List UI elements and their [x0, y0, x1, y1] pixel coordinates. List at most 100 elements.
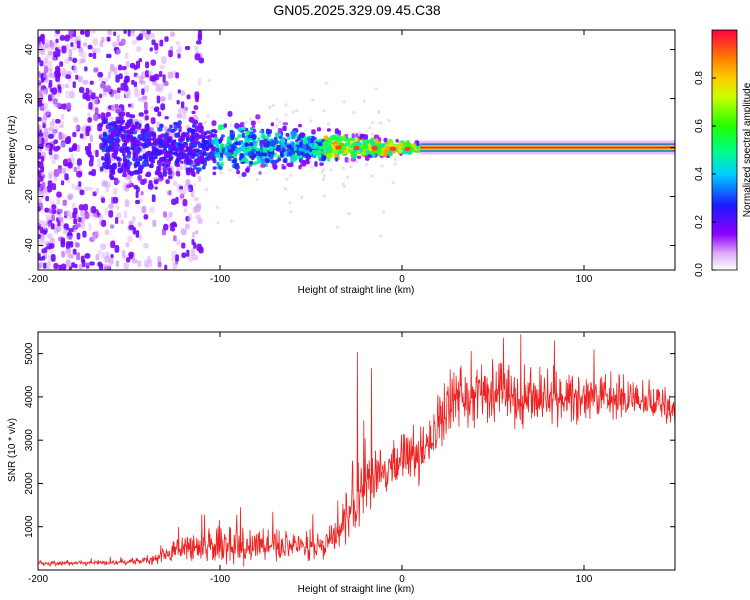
y-tick-label: 20 [24, 93, 35, 105]
heatmap-cell [158, 140, 163, 146]
colorbar: 0.0 0.2 0.4 0.6 0.8 Normalized spectral ampl… [694, 29, 750, 277]
heatmap-cell [180, 147, 185, 153]
heatmap-cell [300, 162, 306, 167]
x-tick-label: -100 [210, 574, 230, 585]
heatmap-cell [370, 132, 374, 136]
heatmap-cell [125, 61, 130, 68]
heatmap-cell [159, 174, 163, 178]
heatmap-cell [95, 187, 99, 194]
heatmap-cell [207, 79, 211, 83]
heatmap-cell [108, 210, 114, 218]
heatmap-cell [151, 146, 155, 151]
heatmap-cell [73, 166, 78, 173]
heatmap-cell [212, 171, 217, 176]
heatmap-cell [173, 180, 178, 187]
heatmap-cell [168, 92, 173, 101]
heatmap-cell [64, 173, 69, 181]
heatmap-cell [65, 247, 72, 255]
heatmap-cell [159, 96, 166, 102]
heatmap-cell [159, 123, 164, 129]
heatmap-cell [181, 252, 187, 259]
heatmap-cell [291, 110, 295, 114]
heatmap-cell [275, 124, 279, 128]
heatmap-cell [38, 152, 42, 160]
heatmap-cell [38, 132, 44, 137]
heatmap-cell [85, 125, 91, 132]
heatmap-cell [137, 134, 143, 140]
heatmap-cell [114, 179, 120, 184]
heatmap-cell [60, 84, 65, 89]
heatmap-cell [371, 146, 378, 151]
heatmap-cell [350, 157, 357, 162]
heatmap-cell [220, 152, 224, 159]
heatmap-cell [46, 109, 50, 116]
heatmap-cell [169, 226, 176, 232]
heatmap-cell [99, 166, 104, 172]
heatmap-cell [67, 162, 73, 169]
heatmap-cell [245, 168, 250, 173]
heatmap-cell [38, 170, 42, 178]
heatmap-cell [260, 133, 266, 139]
heatmap-cell [64, 83, 70, 89]
heatmap-cell [115, 205, 120, 211]
heatmap-cell [299, 132, 305, 139]
heatmap-cell [143, 214, 149, 220]
heatmap-cell [47, 180, 53, 187]
heatmap-cell [203, 120, 207, 124]
heatmap-cell [41, 89, 47, 96]
heatmap-cell [62, 167, 67, 175]
heatmap-cell [64, 34, 70, 42]
heatmap-cell [310, 139, 314, 144]
heatmap-cell [51, 214, 55, 222]
heatmap-cell [163, 144, 167, 151]
heatmap-cell [257, 137, 261, 143]
heatmap-cell [97, 71, 104, 78]
heatmap-cell [177, 53, 181, 59]
heatmap-cell [72, 211, 77, 219]
heatmap-cell [192, 231, 196, 239]
heatmap-cell [342, 184, 346, 188]
heatmap-cell [109, 116, 114, 122]
heatmap-cell [215, 205, 219, 209]
heatmap-cell [44, 66, 49, 73]
heatmap-cell [326, 153, 332, 159]
heatmap-cell [302, 139, 309, 145]
heatmap-cell [268, 145, 274, 152]
heatmap-cell [180, 90, 186, 96]
heatmap-cell [359, 133, 365, 138]
heatmap-cell [241, 142, 245, 148]
heatmap-cell [130, 114, 136, 119]
heatmap-cell [284, 113, 288, 117]
heatmap-cell [114, 244, 120, 253]
heatmap-cell [168, 175, 173, 180]
heatmap-cell [351, 143, 357, 147]
heatmap-cell [82, 79, 89, 85]
heatmap-cell [146, 153, 152, 158]
heatmap-cell [145, 173, 151, 177]
heatmap-cell [214, 140, 220, 147]
heatmap-cell [113, 156, 118, 160]
heatmap-cell [258, 152, 263, 156]
heatmap-cell [59, 209, 63, 214]
heatmap-cell [115, 260, 120, 267]
heatmap-cell [247, 134, 253, 139]
heatmap-cell [311, 98, 315, 102]
heatmap-cell [121, 250, 126, 258]
heatmap-cell [78, 86, 85, 94]
heatmap-cell [167, 128, 171, 132]
heatmap-cell [149, 75, 154, 82]
heatmap-cell [250, 120, 256, 126]
y-tick-label: 0 [24, 144, 35, 150]
heatmap-cell [83, 42, 88, 47]
heatmap-cell [44, 57, 48, 65]
heatmap-cell [137, 126, 142, 130]
heatmap-cell [162, 74, 166, 83]
heatmap-cell [124, 76, 129, 83]
heatmap-cell [124, 52, 129, 60]
heatmap-cell [182, 133, 186, 140]
heatmap-cell [184, 46, 191, 51]
heatmap-cell [174, 132, 179, 138]
heatmap-cell [119, 146, 125, 151]
heatmap-cell [244, 138, 249, 144]
heatmap-cell [365, 149, 371, 155]
